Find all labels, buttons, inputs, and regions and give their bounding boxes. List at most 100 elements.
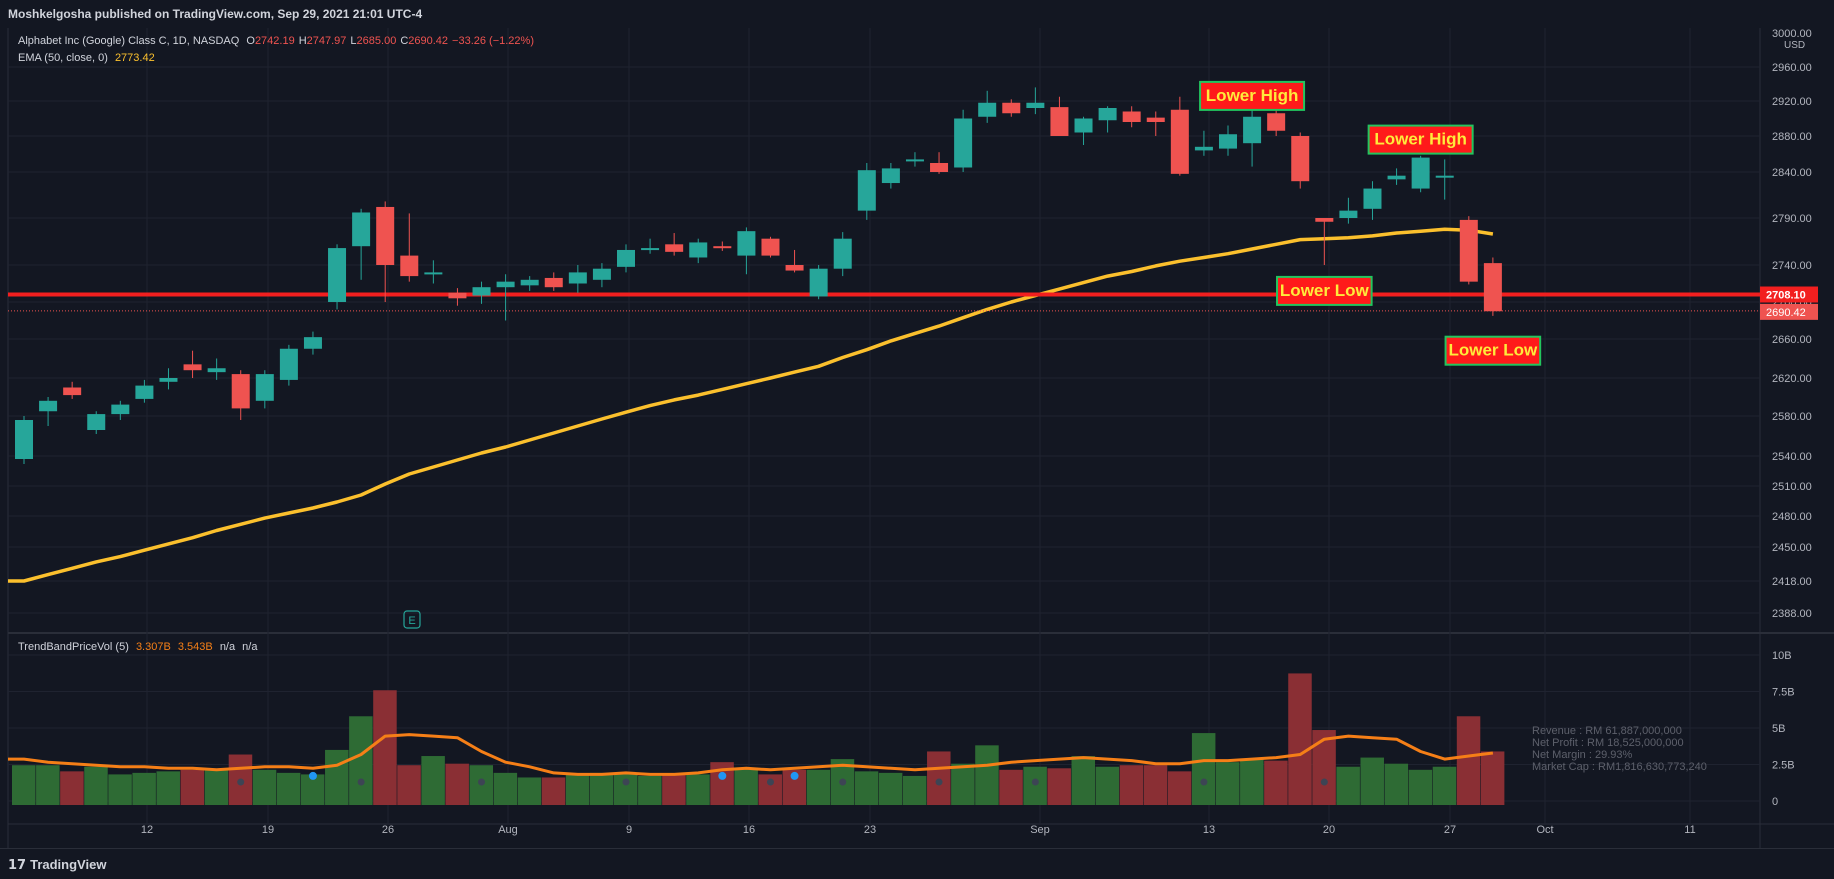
- time-tick-label: Aug: [498, 824, 518, 836]
- volume-tick-label: 10B: [1772, 650, 1792, 662]
- candle-body: [1074, 118, 1093, 133]
- tradingview-logo[interactable]: 𝟭𝟳 TradingView: [8, 857, 106, 873]
- candle-body: [279, 348, 298, 380]
- time-tick-label: 26: [382, 824, 394, 836]
- volume-bar: [1360, 757, 1384, 805]
- volume-bar: [421, 756, 445, 805]
- volume-bar: [1167, 771, 1192, 805]
- candle-body: [1267, 113, 1286, 131]
- publish-header: Moshkelgosha published on TradingView.co…: [0, 0, 1834, 28]
- candle-body: [954, 118, 973, 168]
- volume-ma-line: [8, 733, 1494, 776]
- volume-bar: [1432, 766, 1457, 805]
- volume-bar: [1480, 751, 1505, 805]
- volume-bar: [493, 772, 518, 805]
- candle-body: [689, 242, 708, 258]
- volume-bar: [156, 771, 180, 805]
- volume-bar: [734, 768, 758, 805]
- volume-bar: [589, 772, 614, 805]
- candle-body: [159, 378, 178, 382]
- candle-body: [881, 168, 900, 184]
- volume-bar: [1143, 765, 1168, 805]
- volume-tick-label: 5B: [1772, 723, 1785, 735]
- financial-revenue: Revenue : RM 61,887,000,000: [1532, 725, 1682, 737]
- earnings-marker: [403, 610, 421, 629]
- last-price-label: 2690.42: [1766, 307, 1806, 319]
- annotation-box: [1199, 80, 1306, 111]
- candle-body: [809, 268, 828, 297]
- candle-body: [255, 374, 274, 401]
- volume-signal-dot: [622, 778, 630, 786]
- annotation-label: Lower Low: [1448, 341, 1538, 360]
- time-tick-label: 23: [864, 824, 876, 836]
- volume-tick-label: 7.5B: [1772, 687, 1795, 699]
- volume-bar: [927, 751, 951, 805]
- time-tick-label: 11: [1684, 824, 1695, 836]
- candle-body: [905, 159, 924, 162]
- candle-body: [1411, 157, 1430, 189]
- annotation-box: [1444, 335, 1542, 366]
- candle-body: [1026, 102, 1045, 108]
- volume-bar: [614, 772, 638, 805]
- price-tick-label: 2418.00: [1772, 576, 1812, 588]
- price-tick-label: 2510.00: [1772, 481, 1812, 493]
- price-tick-label: 2620.00: [1772, 373, 1812, 385]
- volume-bar: [349, 716, 373, 805]
- price-tick-label: 3000.00: [1772, 28, 1812, 40]
- candle-body: [592, 268, 611, 280]
- price-tick-label: 2880.00: [1772, 131, 1812, 143]
- volume-bar: [1095, 766, 1120, 805]
- annotation-box: [1367, 124, 1474, 155]
- volume-bar: [180, 769, 205, 805]
- volume-signal-dot: [1200, 778, 1208, 786]
- financial-market-cap: Market Cap : RM1,816,630,773,240: [1532, 761, 1707, 773]
- volume-bar: [854, 771, 879, 805]
- price-tick-label: 2480.00: [1772, 511, 1812, 523]
- candle-body: [641, 248, 660, 251]
- volume-legend: TrendBandPriceVol (5) 3.307B 3.543B n/a …: [18, 641, 261, 653]
- volume-value-4: n/a: [242, 641, 258, 653]
- volume-signal-dot: [839, 778, 847, 786]
- price-tick-label: 2580.00: [1772, 411, 1812, 423]
- price-tick-label: 2450.00: [1772, 542, 1812, 554]
- volume-bar: [1408, 769, 1433, 805]
- volume-bar: [782, 769, 807, 805]
- candle-body: [1146, 117, 1165, 122]
- volume-signal-dot: [237, 778, 245, 786]
- volume-signal-dot-blue: [308, 771, 317, 780]
- tradingview-logo-icon: 𝟭𝟳: [8, 858, 27, 873]
- volume-bar: [541, 777, 566, 805]
- earnings-marker-label: E: [408, 615, 415, 627]
- candle-body: [1098, 108, 1117, 121]
- volume-bar: [902, 775, 927, 805]
- volume-bar: [1191, 733, 1216, 805]
- candle-body: [1459, 219, 1478, 282]
- candle-body: [737, 231, 756, 256]
- annotation-label: Lower High: [1374, 130, 1467, 149]
- time-tick-label: Oct: [1536, 824, 1553, 836]
- time-tick-label: 9: [626, 824, 632, 836]
- financial-net-profit: Net Profit : RM 18,525,000,000: [1532, 737, 1684, 749]
- candle-body: [1483, 263, 1502, 312]
- candle-body: [39, 400, 58, 412]
- candle-body: [761, 238, 780, 256]
- candle-body: [1315, 218, 1334, 222]
- candle-body: [568, 272, 587, 284]
- volume-signal-dot: [357, 778, 365, 786]
- volume-bar: [300, 774, 325, 805]
- candle-body: [1435, 175, 1454, 178]
- candle-body: [15, 420, 33, 459]
- candle-body: [376, 206, 395, 265]
- time-tick-label: 12: [141, 824, 153, 836]
- candle-body: [1243, 116, 1262, 144]
- volume-value-3: n/a: [219, 641, 236, 653]
- price-tick-label: 2388.00: [1772, 608, 1812, 620]
- annotation-label: Lower High: [1206, 86, 1299, 105]
- volume-bar: [758, 774, 782, 805]
- candle-body: [1050, 107, 1069, 136]
- volume-signal-dot: [1320, 778, 1328, 786]
- price-tick-label: 2660.00: [1772, 334, 1812, 346]
- volume-value-2: 3.543B: [177, 641, 213, 653]
- volume-bar: [975, 745, 999, 805]
